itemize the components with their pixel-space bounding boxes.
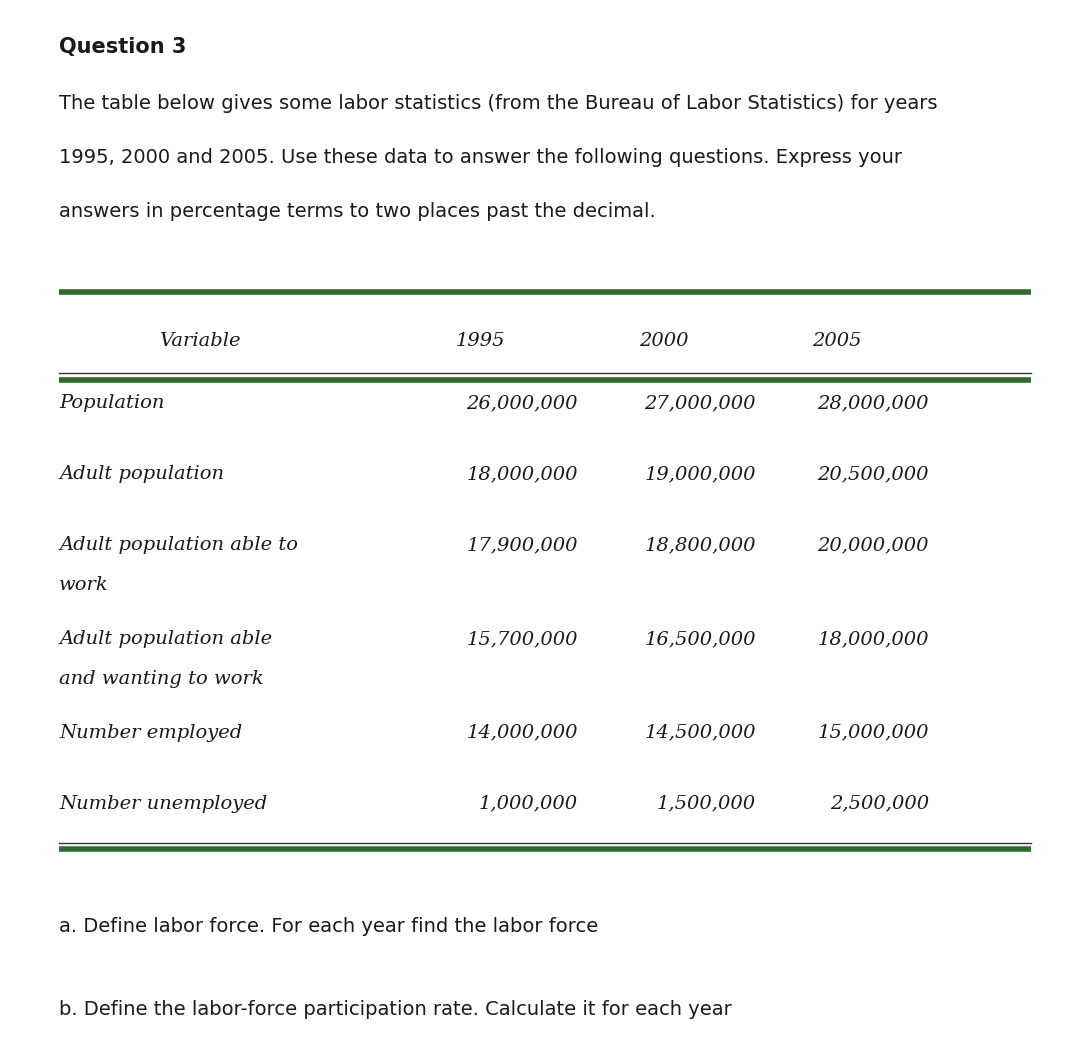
Text: 14,000,000: 14,000,000 [467, 724, 578, 742]
Text: 18,000,000: 18,000,000 [467, 465, 578, 483]
Text: 1995, 2000 and 2005. Use these data to answer the following questions. Express y: 1995, 2000 and 2005. Use these data to a… [59, 148, 903, 167]
Text: Adult population able to: Adult population able to [59, 536, 298, 554]
Text: 2,500,000: 2,500,000 [829, 795, 929, 812]
Text: The table below gives some labor statistics (from the Bureau of Labor Statistics: The table below gives some labor statist… [59, 94, 937, 113]
Text: 18,800,000: 18,800,000 [645, 536, 756, 554]
Text: b. Define the labor-force participation rate. Calculate it for each year: b. Define the labor-force participation … [59, 1000, 732, 1019]
Text: 2005: 2005 [812, 332, 862, 349]
Text: answers in percentage terms to two places past the decimal.: answers in percentage terms to two place… [59, 202, 657, 221]
Text: 15,000,000: 15,000,000 [818, 724, 929, 742]
Text: 27,000,000: 27,000,000 [645, 394, 756, 412]
Text: Adult population: Adult population [59, 465, 225, 483]
Text: work: work [59, 576, 109, 593]
Text: 16,500,000: 16,500,000 [645, 630, 756, 648]
Text: 15,700,000: 15,700,000 [467, 630, 578, 648]
Text: 20,500,000: 20,500,000 [818, 465, 929, 483]
Text: Population: Population [59, 394, 165, 412]
Text: 20,000,000: 20,000,000 [818, 536, 929, 554]
Text: 1995: 1995 [456, 332, 505, 349]
Text: 1,500,000: 1,500,000 [657, 795, 756, 812]
Text: 18,000,000: 18,000,000 [818, 630, 929, 648]
Text: Number employed: Number employed [59, 724, 243, 742]
Text: 17,900,000: 17,900,000 [467, 536, 578, 554]
Text: Variable: Variable [159, 332, 241, 349]
Text: Number unemployed: Number unemployed [59, 795, 268, 812]
Text: Question 3: Question 3 [59, 37, 187, 56]
Text: 26,000,000: 26,000,000 [467, 394, 578, 412]
Text: 19,000,000: 19,000,000 [645, 465, 756, 483]
Text: 28,000,000: 28,000,000 [818, 394, 929, 412]
Text: 2000: 2000 [639, 332, 689, 349]
Text: 14,500,000: 14,500,000 [645, 724, 756, 742]
Text: 1,000,000: 1,000,000 [478, 795, 578, 812]
Text: and wanting to work: and wanting to work [59, 670, 265, 687]
Text: a. Define labor force. For each year find the labor force: a. Define labor force. For each year fin… [59, 917, 598, 936]
Text: Adult population able: Adult population able [59, 630, 272, 648]
